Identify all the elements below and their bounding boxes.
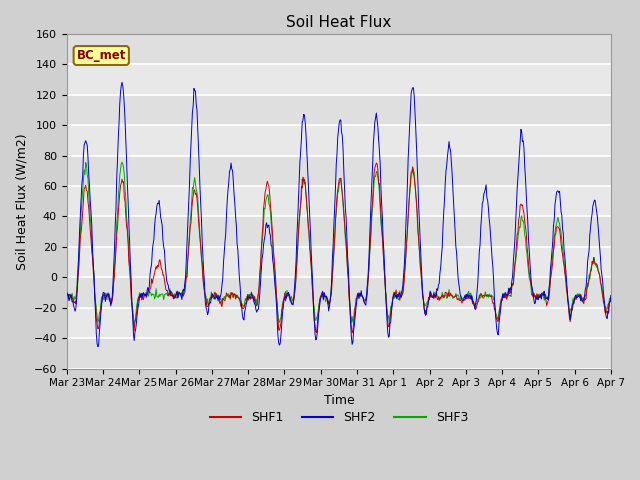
Title: Soil Heat Flux: Soil Heat Flux [286,15,392,30]
SHF2 [118,79,126,85]
SHF2 [422,311,430,317]
SHF1 [406,180,414,185]
SHF1 [73,290,81,296]
Bar [67,277,611,308]
SHF2 [94,344,102,349]
Legend: SHF1, SHF2, SHF3: SHF1, SHF2, SHF3 [205,406,473,429]
SHF3 [422,300,430,306]
SHF3 [214,292,222,298]
SHF1 [607,295,615,301]
SHF3 [131,322,138,327]
SHF2 [73,297,81,303]
SHF2 [406,105,414,110]
Bar [67,95,611,125]
SHF2 [63,290,70,296]
Line: SHF3: SHF3 [67,162,611,324]
SHF3 [186,232,193,238]
SHF3 [63,296,70,301]
Bar [67,338,611,369]
Bar [67,156,611,186]
SHF3 [118,159,126,165]
SHF1 [372,160,380,166]
SHF2 [186,183,193,189]
SHF3 [73,288,81,294]
SHF1 [63,289,70,295]
SHF1 [213,291,221,297]
SHF1 [184,255,192,261]
SHF2 [214,298,222,304]
SHF2 [131,337,138,343]
SHF3 [129,312,137,318]
Text: BC_met: BC_met [77,49,126,62]
Y-axis label: Soil Heat Flux (W/m2): Soil Heat Flux (W/m2) [15,133,28,270]
X-axis label: Time: Time [323,394,355,407]
Bar [67,34,611,64]
Line: SHF2: SHF2 [67,82,611,347]
SHF1 [129,312,136,317]
SHF2 [607,292,615,298]
Line: SHF1: SHF1 [67,163,611,333]
SHF1 [422,312,430,317]
SHF3 [607,293,615,299]
SHF1 [348,330,356,336]
Bar [67,216,611,247]
SHF3 [406,182,414,188]
